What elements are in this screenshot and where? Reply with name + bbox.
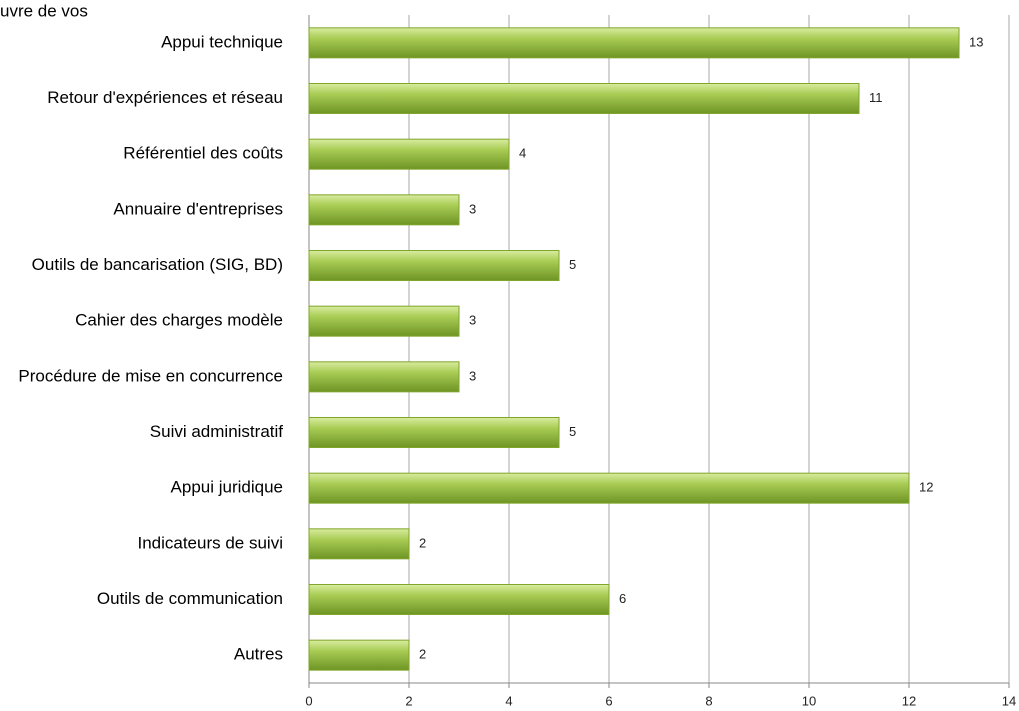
bar [308, 138, 510, 170]
x-tick-label: 4 [505, 693, 512, 708]
value-label: 4 [519, 146, 526, 161]
bar [308, 639, 410, 671]
value-label: 13 [969, 34, 983, 49]
y-tick-label: Outils de bancarisation (SIG, BD) [32, 255, 283, 274]
y-tick-label: Outils de communication [97, 589, 283, 608]
bar [308, 417, 560, 448]
y-tick-label: Appui juridique [171, 478, 283, 497]
bar [308, 83, 860, 114]
value-label: 5 [569, 424, 576, 439]
value-label: 3 [469, 313, 476, 328]
value-label: 2 [419, 647, 426, 662]
bar [308, 27, 960, 59]
value-label: 12 [919, 480, 933, 495]
x-tick-label: 0 [305, 693, 312, 708]
x-tick-label: 12 [902, 693, 916, 708]
bar [308, 305, 460, 337]
value-label: 3 [469, 201, 476, 216]
x-tick-label: 8 [705, 693, 712, 708]
y-tick-label: Retour d'expériences et réseau [47, 88, 283, 107]
y-tick-label: Indicateurs de suivi [137, 533, 283, 552]
y-tick-label: Annuaire d'entreprises [113, 199, 283, 218]
value-label: 6 [619, 591, 626, 606]
x-tick-label: 2 [405, 693, 412, 708]
value-label: 3 [469, 368, 476, 383]
y-tick-label: Appui technique [161, 32, 283, 51]
x-tick-label: 10 [802, 693, 816, 708]
y-tick-label: Référentiel des coûts [123, 144, 283, 163]
x-tick-label: 6 [605, 693, 612, 708]
value-label: 11 [869, 90, 883, 105]
x-tick-label: 14 [1002, 693, 1016, 708]
bar [308, 584, 610, 615]
bar [308, 194, 460, 226]
y-tick-label: Suivi administratif [150, 422, 283, 441]
value-label: 2 [419, 535, 426, 550]
chart-title: uvre de vos [0, 1, 88, 20]
bar [308, 361, 460, 393]
y-tick-label: Cahier des charges modèle [75, 311, 283, 330]
value-label: 5 [569, 257, 576, 272]
bar [308, 250, 560, 281]
y-tick-label: Autres [234, 645, 283, 664]
bar [308, 472, 910, 504]
y-tick-label: Procédure de mise en concurrence [18, 366, 283, 385]
bar [308, 528, 410, 560]
